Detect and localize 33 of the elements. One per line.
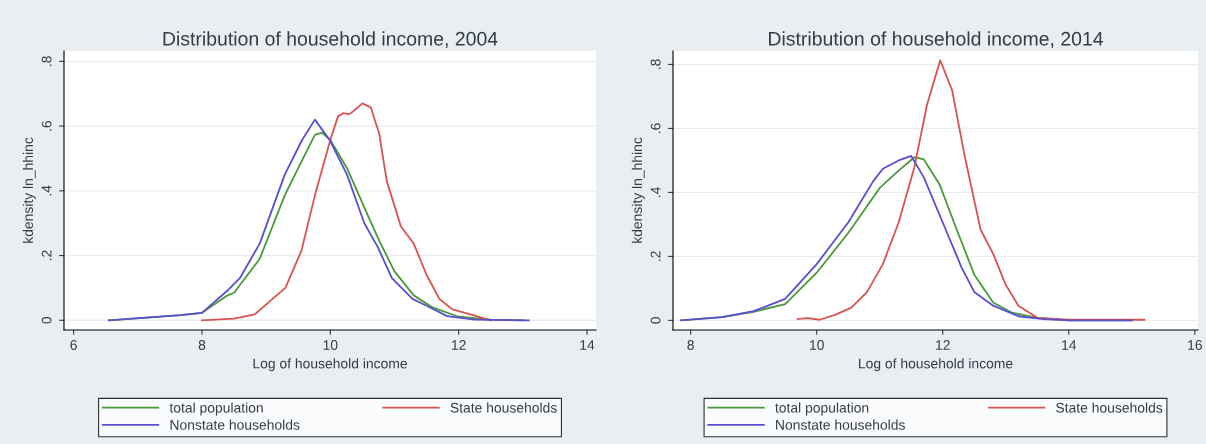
y-tick-label: .8 [650,59,661,69]
x-tick-label: 10 [323,340,338,350]
chart-title: Distribution of household income, 2004 [163,31,498,48]
x-axis-title: Log of household income [253,358,407,372]
legend-label: Nonstate households [776,419,905,430]
y-tick-label: .6 [650,123,661,133]
x-axis-title: Log of household income [859,358,1013,372]
line-series [796,59,1146,321]
y-tick-label: .2 [41,250,52,261]
legend-label: total population [169,402,263,416]
chart-title: Distribution of household income, 2014 [769,31,1104,48]
x-tick-label: 8 [687,340,694,350]
x-tick-label: 16 [1188,340,1202,350]
y-tick-label: 0 [41,316,52,324]
x-tick-label: 12 [936,340,950,350]
y-tick-label: .8 [41,56,52,66]
legend-label: total population [775,402,869,416]
y-axis-title: kdensity ln_hhinc [631,137,645,243]
y-tick-label: .2 [650,251,661,261]
legend-label: Nonstate households [170,419,300,430]
legend-label: State households [450,402,557,413]
x-tick-label: 12 [452,340,466,350]
x-tick-label: 6 [70,340,77,350]
x-tick-label: 8 [198,340,206,350]
y-tick-label: .6 [41,120,52,131]
legend-label: State households [1056,402,1163,413]
x-tick-label: 14 [580,340,595,350]
y-tick-label: .4 [41,185,52,196]
y-axis-title: kdensity ln_hhinc [22,137,36,243]
x-tick-label: 14 [1062,340,1077,350]
y-tick-label: 0 [650,317,661,324]
x-tick-label: 10 [810,340,824,350]
y-tick-label: .4 [650,187,661,197]
